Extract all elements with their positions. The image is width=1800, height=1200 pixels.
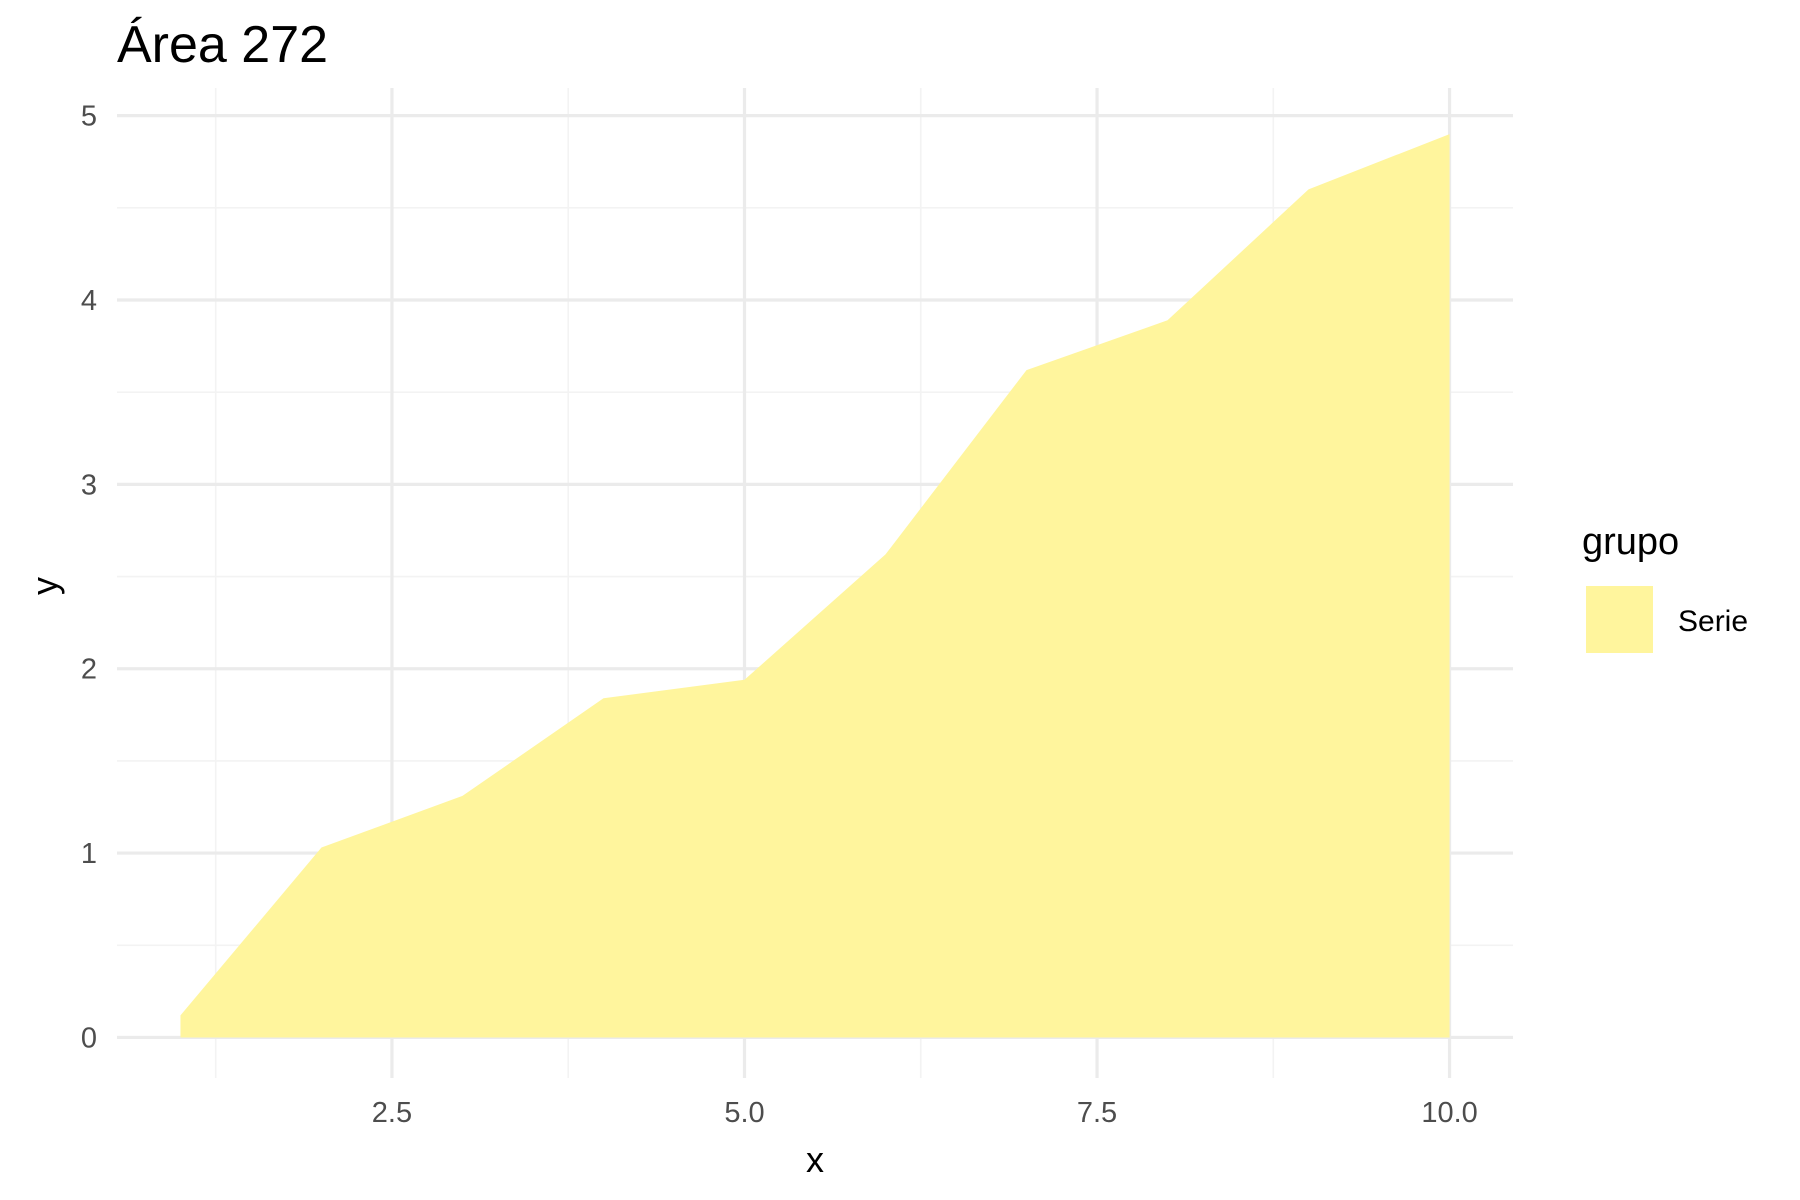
- x-tick-label: 7.5: [1077, 1097, 1117, 1129]
- y-tick-label: 2: [81, 654, 97, 686]
- x-tick-label: 10.0: [1421, 1097, 1477, 1129]
- x-axis-ticks: 2.5 5.0 7.5 10.0: [372, 1097, 1478, 1129]
- x-axis-title: x: [806, 1139, 824, 1180]
- legend-label: Serie: [1678, 605, 1748, 638]
- x-tick-label: 5.0: [724, 1097, 764, 1129]
- y-tick-label: 4: [81, 285, 97, 317]
- legend: grupo Serie: [1582, 521, 1748, 653]
- x-tick-label: 2.5: [372, 1097, 412, 1129]
- y-tick-label: 1: [81, 838, 97, 870]
- y-axis-ticks: 0 1 2 3 4 5: [81, 101, 97, 1055]
- legend-items: Serie: [1586, 586, 1748, 653]
- area-series-serie: [180, 134, 1450, 1038]
- series-layer: [180, 134, 1450, 1038]
- y-tick-label: 3: [81, 469, 97, 501]
- chart-title: Área 272: [117, 16, 328, 74]
- y-tick-label: 5: [81, 101, 97, 133]
- y-axis-title: y: [24, 577, 65, 595]
- legend-swatch: [1586, 586, 1653, 653]
- legend-title: grupo: [1582, 521, 1679, 563]
- y-tick-label: 0: [81, 1022, 97, 1054]
